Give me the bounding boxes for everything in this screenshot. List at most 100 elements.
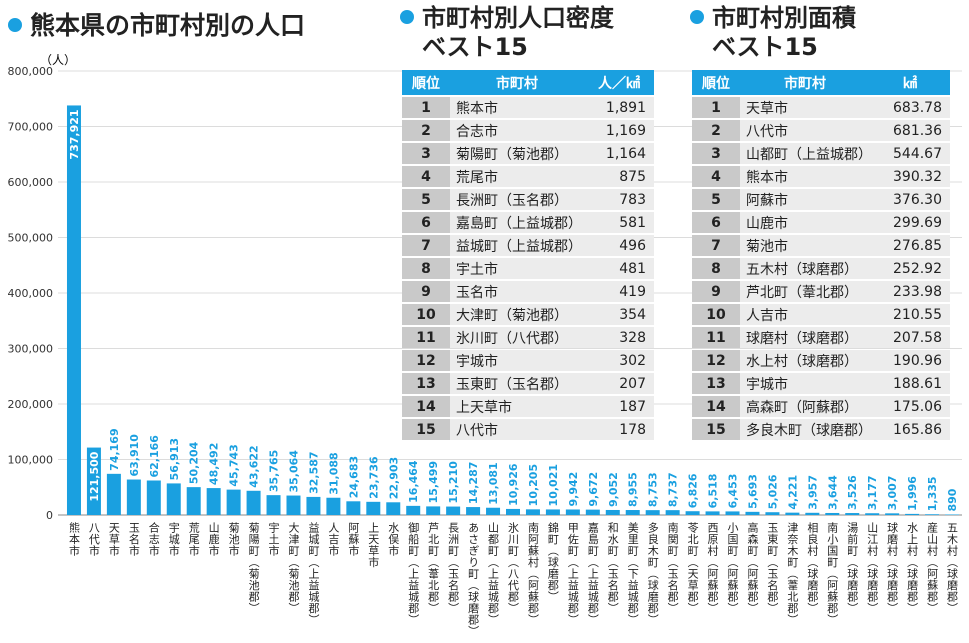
density-rank-cell: 7: [402, 235, 450, 256]
bar-value-label: 6,826: [687, 473, 700, 508]
y-tick-label: 500,000: [8, 232, 54, 245]
density-value-cell: 1,891: [584, 97, 654, 118]
density-rank-cell: 10: [402, 304, 450, 325]
bar-value-label: 10,926: [507, 463, 520, 506]
category-label: 苓北町（天草郡）: [686, 521, 699, 614]
bar-value-label: 13,081: [487, 462, 500, 504]
bar-value-label: 5,693: [746, 474, 759, 509]
density-rank-cell: 6: [402, 212, 450, 233]
category-label: 阿蘇市: [347, 522, 360, 557]
area-rank-cell: 1: [692, 97, 740, 118]
population-bar: [905, 513, 920, 515]
density-value-cell: 178: [584, 419, 654, 440]
area-row: 5 阿蘇市 376.30: [692, 189, 950, 210]
area-municipality-cell: 高森町（阿蘇郡）: [740, 396, 870, 417]
bar-value-label: 23,736: [367, 456, 380, 499]
population-bar: [765, 512, 780, 515]
category-label: 相良村（球磨郡）: [806, 522, 819, 614]
category-label: 御船町（上益城郡）: [407, 521, 420, 626]
bullet-icon: [400, 10, 414, 24]
density-municipality-cell: 熊本市: [450, 97, 584, 118]
bar-value-label: 31,088: [327, 452, 340, 494]
area-rank-cell: 3: [692, 143, 740, 164]
density-rank-cell: 2: [402, 120, 450, 141]
density-value-cell: 875: [584, 166, 654, 187]
area-title-line2: ベスト15: [712, 33, 818, 61]
area-row: 13 宇城市 188.61: [692, 373, 950, 394]
density-row: 7 益城町（上益城郡） 496: [402, 235, 654, 256]
area-row: 6 山鹿市 299.69: [692, 212, 950, 233]
bar-value-label: 6,453: [727, 474, 740, 509]
area-municipality-cell: 阿蘇市: [740, 189, 870, 210]
area-municipality-cell: 五木村（球磨郡）: [740, 258, 870, 279]
category-label: 玉名市: [127, 522, 140, 557]
bar-value-label: 74,169: [108, 428, 121, 470]
density-rank-cell: 14: [402, 396, 450, 417]
density-row: 6 嘉島町（上益城郡） 581: [402, 212, 654, 233]
density-municipality-cell: 菊陽町（菊池郡）: [450, 143, 584, 164]
density-header-value: 人／㎢: [584, 70, 654, 95]
category-label: 湯前町（球磨郡）: [846, 522, 859, 614]
category-label: 南関町（玉名郡）: [666, 522, 679, 614]
area-municipality-cell: 天草市: [740, 97, 870, 118]
category-label: 嘉島町（上益城郡）: [586, 521, 599, 626]
area-value-cell: 175.06: [870, 396, 950, 417]
bullet-icon: [8, 18, 22, 32]
category-label: 合志市: [147, 521, 160, 557]
bar-value-label: 15,499: [427, 461, 440, 503]
y-tick-label: 200,000: [8, 398, 54, 411]
area-municipality-cell: 芦北町（葦北郡）: [740, 281, 870, 302]
population-bar: [366, 501, 381, 515]
density-row: 5 長洲町（玉名郡） 783: [402, 189, 654, 210]
category-label: 玉東町（玉名郡）: [766, 522, 779, 614]
density-rank-cell: 1: [402, 97, 450, 118]
population-bar: [306, 496, 321, 515]
bar-value-label: 3,526: [846, 475, 859, 510]
category-label: 菊池市: [227, 522, 240, 557]
area-municipality-cell: 山都町（上益城郡）: [740, 143, 872, 164]
density-rank-cell: 12: [402, 350, 450, 371]
area-value-cell: 233.98: [870, 281, 950, 302]
population-bar: [186, 487, 201, 515]
category-label: 氷川町（八代郡）: [507, 522, 520, 614]
category-label: 五木村（球磨郡）: [946, 522, 959, 614]
category-label: 荒尾市: [187, 522, 200, 557]
category-label: 熊本市: [67, 521, 80, 557]
area-value-cell: 544.67: [870, 143, 950, 164]
category-label: 人吉市: [327, 522, 340, 557]
area-municipality-cell: 水上村（球磨郡）: [740, 350, 870, 371]
bullet-icon: [690, 10, 704, 24]
category-label: 西原村（阿蘇郡）: [706, 522, 719, 614]
density-value-cell: 1,169: [584, 120, 654, 141]
population-bar: [605, 509, 620, 515]
area-title-line1: 市町村別面積: [712, 4, 856, 32]
area-rank-cell: 2: [692, 120, 740, 141]
area-municipality-cell: 宇城市: [740, 373, 870, 394]
population-bar: [66, 105, 81, 515]
bar-value-label: 3,644: [826, 475, 839, 510]
population-bar: [525, 509, 540, 515]
bar-value-label: 4,221: [786, 475, 799, 510]
category-label: 宇土市: [267, 522, 280, 557]
bar-value-label: 1,996: [906, 476, 919, 511]
category-label: 益城町（上益城郡）: [307, 521, 320, 626]
bar-value-label: 9,052: [607, 472, 620, 507]
category-label: 美里町（下益城郡）: [626, 522, 639, 626]
y-tick-label: 300,000: [8, 343, 54, 356]
population-bar: [645, 510, 660, 515]
bar-value-label: 63,910: [128, 434, 141, 477]
bar-value-label: 737,921: [68, 109, 81, 159]
density-rank-cell: 5: [402, 189, 450, 210]
category-label: 南阿蘇村（阿蘇郡）: [526, 522, 539, 626]
population-bar: [925, 514, 940, 515]
population-bar: [86, 447, 101, 515]
y-tick-label: 100,000: [8, 454, 54, 467]
area-row: 2 八代市 681.36: [692, 120, 950, 141]
density-row: 15 八代市 178: [402, 419, 654, 440]
area-row: 9 芦北町（葦北郡） 233.98: [692, 281, 950, 302]
area-header-rank: 順位: [692, 70, 740, 95]
bar-value-label: 14,287: [467, 462, 480, 504]
population-bar: [246, 490, 261, 515]
area-rank-cell: 10: [692, 304, 740, 325]
population-bar: [446, 506, 461, 515]
